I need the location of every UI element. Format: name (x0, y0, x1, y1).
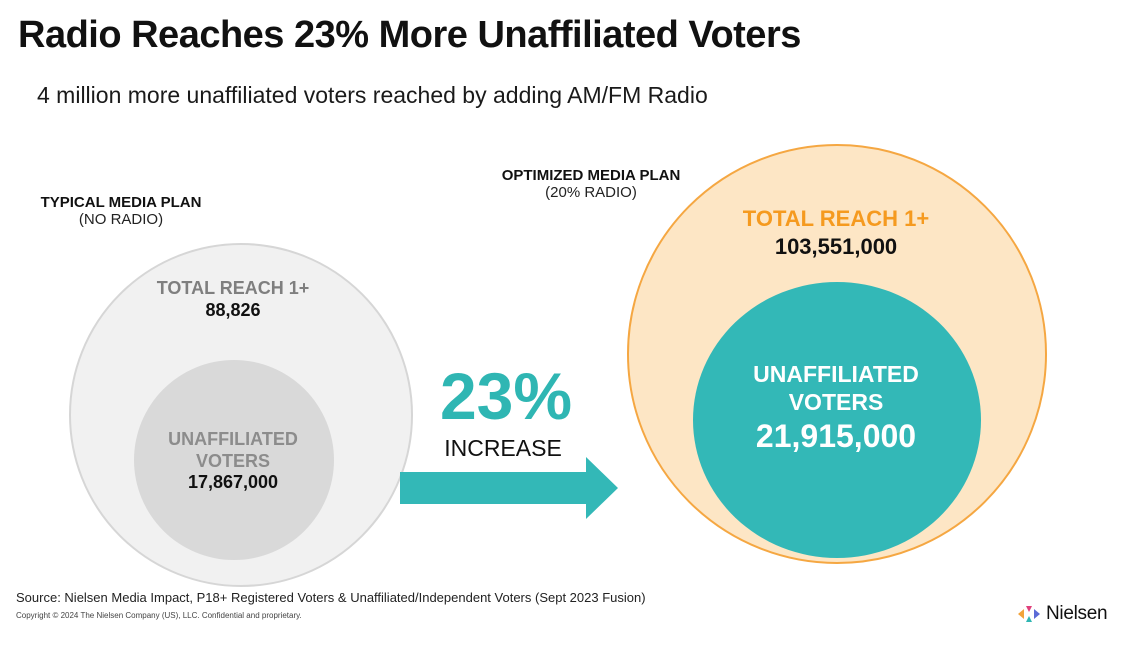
copyright-note: Copyright © 2024 The Nielsen Company (US… (16, 611, 302, 620)
optimized-unaffiliated-label-line2: VOTERS (788, 389, 884, 415)
typical-plan-label: TYPICAL MEDIA PLAN (NO RADIO) (41, 194, 202, 228)
page-title: Radio Reaches 23% More Unaffiliated Vote… (18, 14, 801, 56)
optimized-plan-name: OPTIMIZED MEDIA PLAN (501, 167, 681, 184)
optimized-plan-note: (20% RADIO) (545, 184, 637, 201)
optimized-plan-label: OPTIMIZED MEDIA PLAN (20% RADIO) (502, 167, 681, 201)
typical-plan-note: (NO RADIO) (78, 211, 164, 228)
typical-unaffiliated-label: UNAFFILIATED VOTERS (168, 428, 298, 472)
typical-plan-name: TYPICAL MEDIA PLAN (40, 194, 202, 211)
nielsen-logo-icon (1018, 606, 1040, 622)
nielsen-logo: Nielsen (1017, 603, 1108, 625)
optimized-total-reach-label: TOTAL REACH 1+ (742, 206, 930, 231)
increase-percent: 23% (439, 359, 573, 433)
right-arrow-icon (400, 457, 618, 519)
optimized-unaffiliated-label: UNAFFILIATED VOTERS (753, 360, 919, 416)
source-note: Source: Nielsen Media Impact, P18+ Regis… (16, 590, 646, 605)
typical-unaffiliated-value: 17,867,000 (187, 472, 279, 492)
typical-unaffiliated-label-line2: VOTERS (195, 451, 270, 471)
typical-total-reach-value: 88,826 (205, 300, 261, 320)
optimized-unaffiliated-label-line1: UNAFFILIATED (753, 361, 919, 387)
typical-unaffiliated-label-line1: UNAFFILIATED (168, 429, 298, 449)
optimized-unaffiliated-value: 21,915,000 (755, 418, 917, 454)
typical-unaffiliated-circle (134, 360, 334, 560)
typical-total-reach-label: TOTAL REACH 1+ (156, 278, 310, 298)
logo-text: Nielsen (1046, 603, 1108, 624)
optimized-unaffiliated-circle (693, 282, 981, 558)
optimized-total-reach-value: 103,551,000 (774, 234, 898, 259)
increase-label: INCREASE (444, 435, 562, 461)
page-subtitle: 4 million more unaffiliated voters reach… (37, 82, 708, 108)
